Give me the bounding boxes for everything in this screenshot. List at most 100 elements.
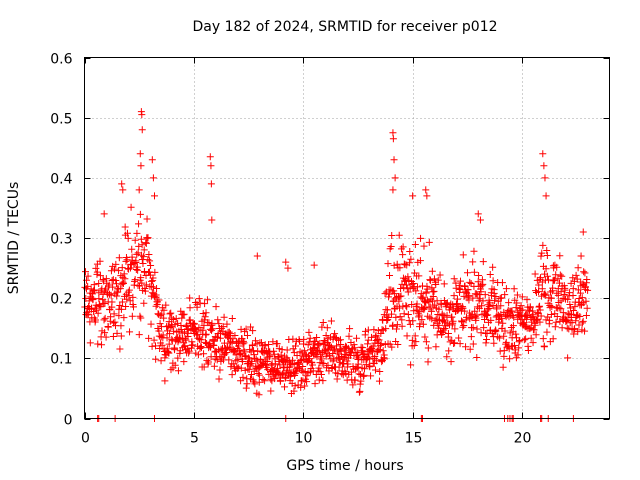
- data-point: [305, 338, 313, 346]
- data-point: [241, 352, 249, 360]
- data-point: [375, 336, 383, 344]
- data-point: [143, 215, 151, 223]
- data-point: [426, 276, 434, 284]
- y-tick-label: 0: [64, 413, 73, 429]
- data-point: [546, 316, 554, 324]
- data-point: [119, 280, 127, 288]
- data-point: [413, 283, 421, 291]
- data-point: [140, 253, 148, 261]
- data-point: [152, 291, 160, 299]
- data-point: [250, 351, 258, 359]
- data-point: [121, 223, 129, 231]
- data-point: [276, 377, 284, 385]
- data-point: [365, 350, 373, 358]
- data-point: [101, 300, 109, 308]
- data-point: [410, 307, 418, 315]
- data-point: [478, 282, 486, 290]
- data-point: [536, 306, 544, 314]
- data-point: [223, 320, 231, 328]
- data-point: [136, 312, 144, 320]
- data-point: [382, 325, 390, 333]
- data-point: [288, 356, 296, 364]
- data-point: [440, 280, 448, 288]
- data-point: [148, 289, 156, 297]
- data-point: [480, 324, 488, 332]
- data-point: [123, 256, 131, 264]
- data-point: [92, 264, 100, 272]
- data-point: [404, 311, 412, 319]
- data-point: [477, 288, 485, 296]
- data-point: [97, 303, 105, 311]
- data-point: [281, 374, 289, 382]
- data-point: [334, 354, 342, 362]
- data-point: [186, 294, 194, 302]
- data-point: [540, 162, 548, 170]
- data-point: [155, 296, 163, 304]
- data-point: [404, 288, 412, 296]
- data-point: [165, 340, 173, 348]
- data-point: [469, 324, 477, 332]
- data-point: [487, 316, 495, 324]
- data-point: [306, 355, 314, 363]
- data-point: [208, 326, 216, 334]
- data-point: [245, 354, 253, 362]
- data-point: [131, 236, 139, 244]
- data-point: [145, 334, 153, 342]
- data-point: [231, 332, 239, 340]
- data-point: [566, 300, 574, 308]
- data-point: [335, 363, 343, 371]
- data-point: [299, 362, 307, 370]
- data-point: [144, 256, 152, 264]
- data-point: [197, 336, 205, 344]
- data-point: [409, 280, 417, 288]
- data-point: [138, 241, 146, 249]
- data-point: [393, 321, 401, 329]
- data-point: [123, 295, 131, 303]
- data-point: [506, 355, 514, 363]
- x-axis-label: GPS time / hours: [286, 458, 403, 474]
- data-point: [245, 365, 253, 373]
- data-point: [543, 272, 551, 280]
- data-point: [152, 355, 160, 363]
- data-point: [115, 267, 123, 275]
- data-point: [255, 391, 263, 399]
- data-point: [151, 268, 159, 276]
- data-point: [370, 326, 378, 334]
- data-point: [161, 377, 169, 385]
- data-point: [473, 325, 481, 333]
- data-point: [99, 276, 107, 284]
- data-point: [367, 372, 375, 380]
- data-point: [479, 297, 487, 305]
- data-point: [127, 203, 135, 211]
- data-point: [536, 318, 544, 326]
- data-point: [411, 332, 419, 340]
- data-point: [202, 309, 210, 317]
- data-point: [319, 377, 327, 385]
- data-point: [438, 310, 446, 318]
- data-point: [463, 269, 471, 277]
- data-point: [131, 277, 139, 285]
- data-point: [516, 305, 524, 313]
- data-point: [389, 129, 397, 137]
- data-point: [209, 325, 217, 333]
- data-point: [120, 314, 128, 322]
- data-point: [395, 231, 403, 239]
- data-point: [91, 286, 99, 294]
- data-point: [500, 332, 508, 340]
- data-point: [159, 331, 167, 339]
- data-point: [194, 351, 202, 359]
- data-point: [551, 276, 559, 284]
- data-point: [496, 294, 504, 302]
- data-point: [472, 314, 480, 322]
- data-point: [396, 313, 404, 321]
- data-point: [502, 285, 510, 293]
- data-point: [217, 345, 225, 353]
- data-point: [391, 290, 399, 298]
- data-point: [296, 337, 304, 345]
- data-point: [356, 380, 364, 388]
- data-point: [117, 305, 125, 313]
- data-point: [111, 318, 119, 326]
- data-point: [106, 290, 114, 298]
- data-point: [430, 287, 438, 295]
